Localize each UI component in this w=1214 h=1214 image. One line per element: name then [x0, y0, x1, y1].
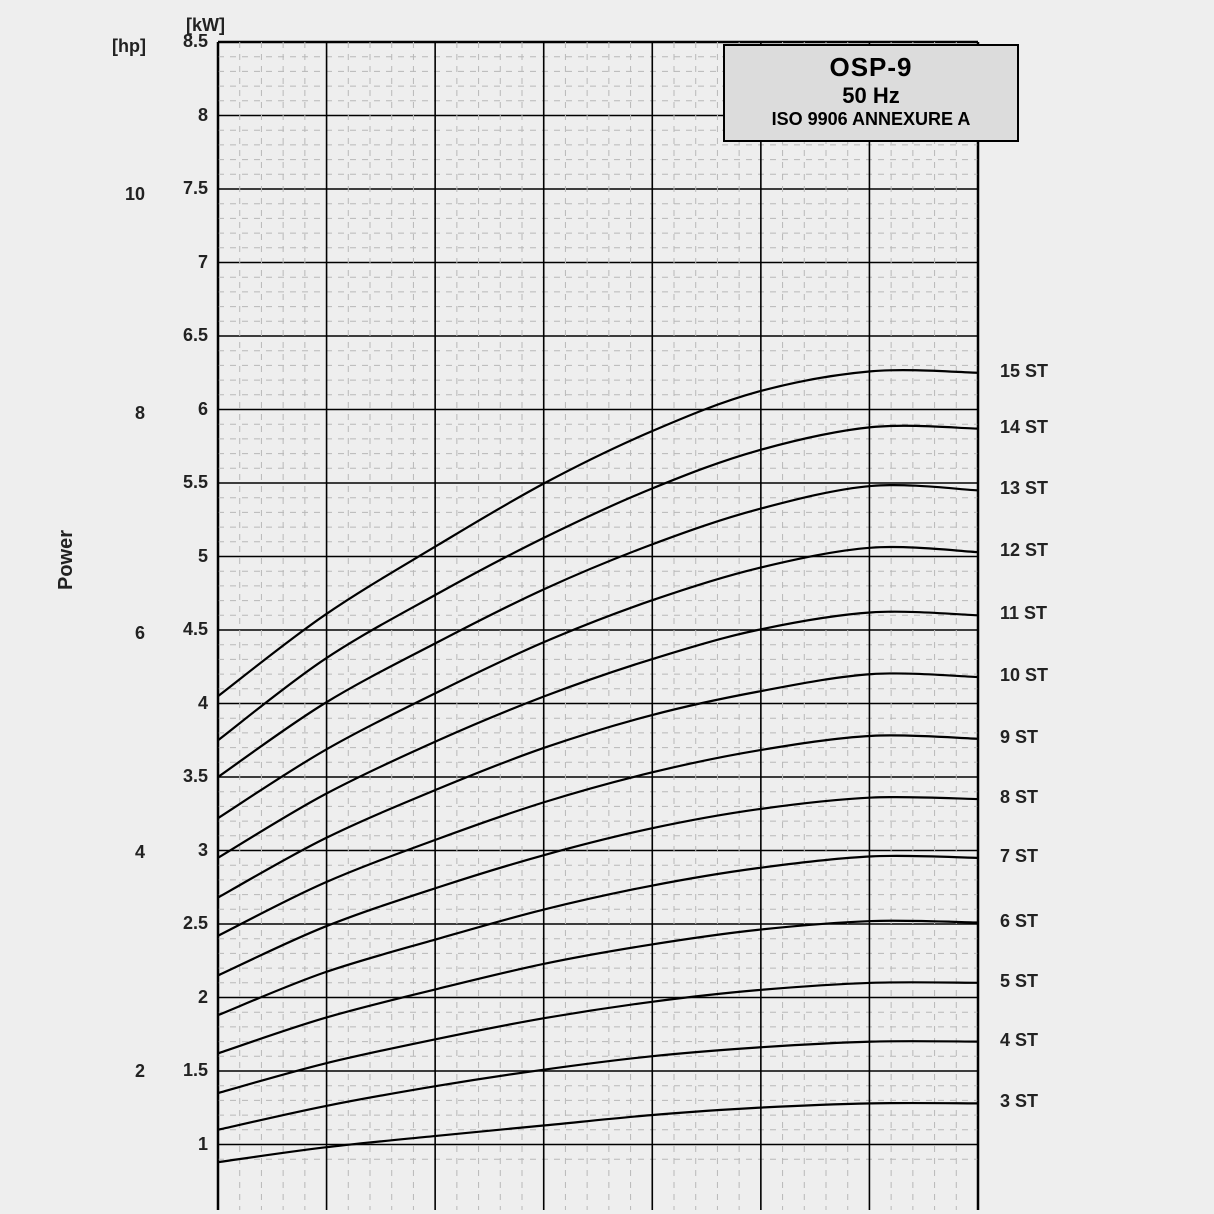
curve-label: 4 ST: [1000, 1030, 1038, 1051]
chart-frame: Power [hp] [kW] 108642 8.587.576.565.554…: [0, 0, 1214, 1214]
curve-label: 10 ST: [1000, 665, 1048, 686]
curve-label: 9 ST: [1000, 727, 1038, 748]
curve-3-ST: [218, 1103, 978, 1162]
title-line-3: ISO 9906 ANNEXURE A: [743, 109, 999, 130]
kw-tick: 5.5: [178, 472, 208, 493]
curve-label: 8 ST: [1000, 787, 1038, 808]
curve-label: 6 ST: [1000, 911, 1038, 932]
curve-15-ST: [218, 370, 978, 696]
kw-tick: 2.5: [178, 913, 208, 934]
kw-tick: 8: [178, 105, 208, 126]
hp-tick: 8: [105, 403, 145, 424]
kw-tick: 5: [178, 546, 208, 567]
curve-label: 15 ST: [1000, 361, 1048, 382]
kw-tick: 6: [178, 399, 208, 420]
kw-tick: 6.5: [178, 325, 208, 346]
kw-tick: 2: [178, 987, 208, 1008]
title-box: OSP-9 50 Hz ISO 9906 ANNEXURE A: [723, 44, 1019, 142]
curve-6-ST: [218, 921, 978, 1054]
curve-8-ST: [218, 797, 978, 975]
kw-tick: 1.5: [178, 1060, 208, 1081]
kw-tick: 4.5: [178, 619, 208, 640]
curve-label: 13 ST: [1000, 478, 1048, 499]
curve-label: 11 ST: [1000, 603, 1047, 624]
kw-tick: 8.5: [178, 31, 208, 52]
title-line-1: OSP-9: [743, 52, 999, 83]
kw-tick: 3.5: [178, 766, 208, 787]
hp-tick: 6: [105, 623, 145, 644]
curve-label: 12 ST: [1000, 540, 1048, 561]
hp-tick: 10: [105, 184, 145, 205]
curve-label: 7 ST: [1000, 846, 1038, 867]
kw-tick: 7.5: [178, 178, 208, 199]
hp-tick: 4: [105, 842, 145, 863]
hp-tick: 2: [105, 1061, 145, 1082]
kw-tick: 4: [178, 693, 208, 714]
curve-label: 14 ST: [1000, 417, 1048, 438]
curve-label: 5 ST: [1000, 971, 1038, 992]
kw-tick: 7: [178, 252, 208, 273]
kw-tick: 1: [178, 1134, 208, 1155]
kw-tick: 3: [178, 840, 208, 861]
plot-svg: [0, 0, 980, 1210]
curve-14-ST: [218, 426, 978, 740]
curve-label: 3 ST: [1000, 1091, 1038, 1112]
curve-5-ST: [218, 982, 978, 1093]
title-line-2: 50 Hz: [743, 83, 999, 109]
